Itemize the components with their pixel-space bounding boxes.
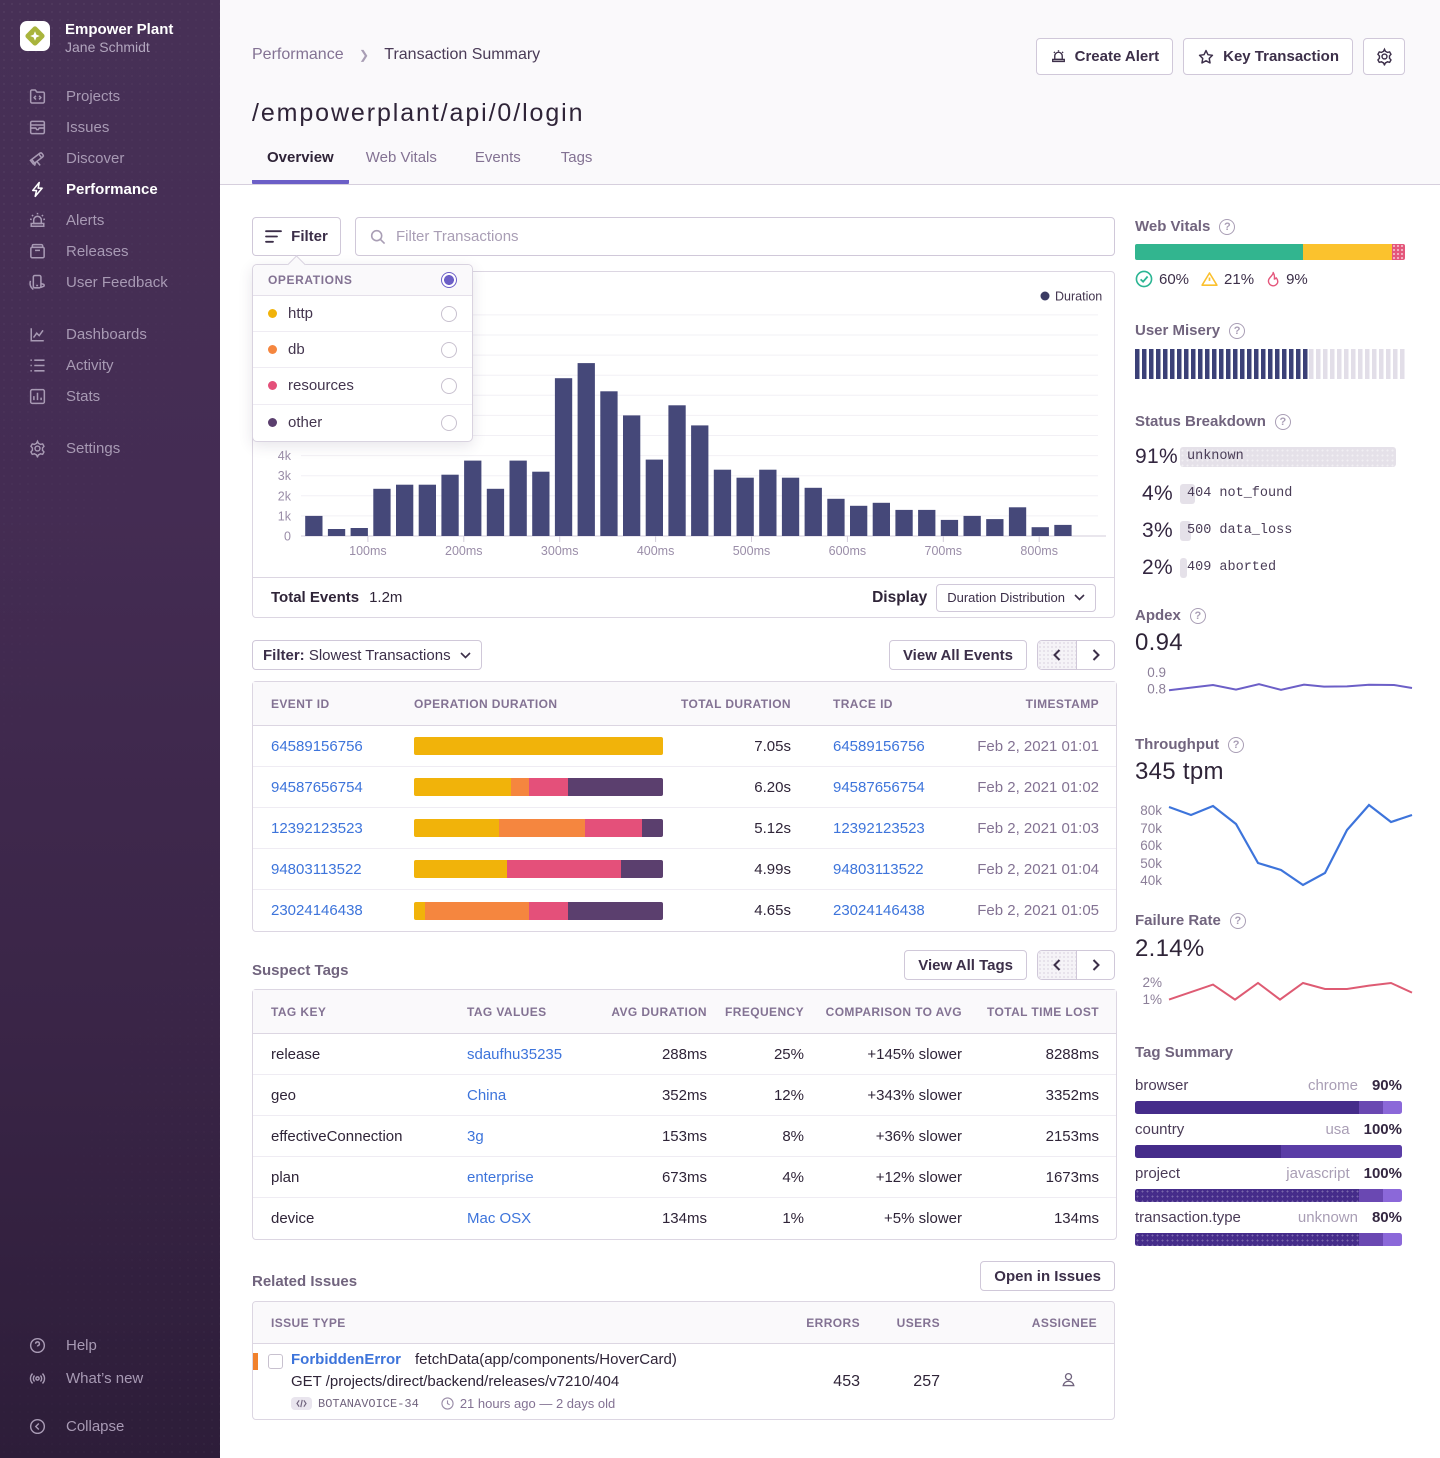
svg-text:40k: 40k [1140,873,1162,888]
svg-text:2%: 2% [1142,975,1162,990]
svg-text:300ms: 300ms [541,544,579,558]
svg-text:Duration: Duration [1055,290,1102,304]
svg-text:3k: 3k [278,469,292,483]
svg-text:400ms: 400ms [637,544,675,558]
svg-text:70k: 70k [1140,821,1162,836]
svg-text:500ms: 500ms [733,544,771,558]
svg-text:0.8: 0.8 [1147,682,1166,697]
svg-text:0.9: 0.9 [1147,665,1166,680]
svg-text:1%: 1% [1142,992,1162,1007]
svg-text:2k: 2k [278,489,292,503]
svg-text:200ms: 200ms [445,544,483,558]
svg-text:700ms: 700ms [925,544,963,558]
svg-text:800ms: 800ms [1020,544,1058,558]
svg-text:4k: 4k [278,449,292,463]
svg-text:0: 0 [284,530,291,544]
svg-text:80k: 80k [1140,803,1162,818]
svg-text:50k: 50k [1140,856,1162,871]
svg-text:60k: 60k [1140,838,1162,853]
svg-text:100ms: 100ms [349,544,387,558]
svg-text:600ms: 600ms [829,544,867,558]
svg-text:1k: 1k [278,509,292,523]
